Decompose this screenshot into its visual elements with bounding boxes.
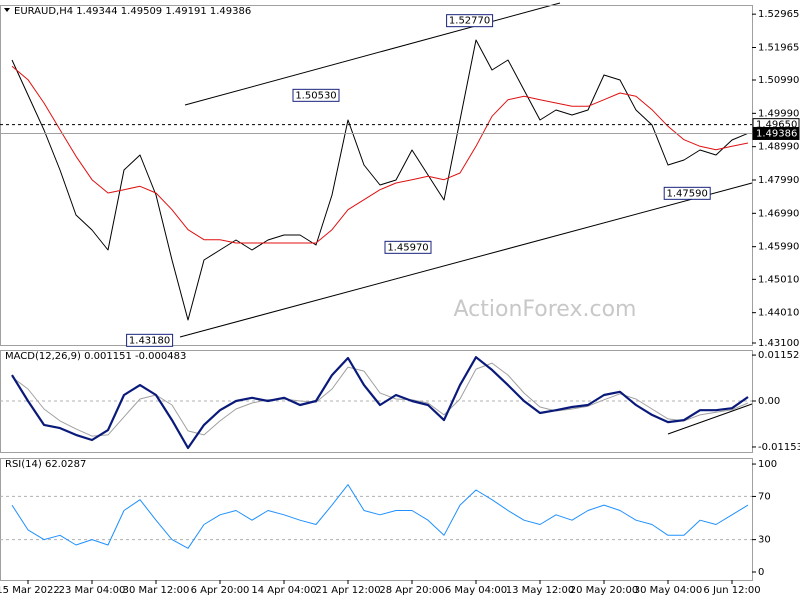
y-tick-label: 1.45990 <box>758 242 799 253</box>
price-tag <box>752 126 800 140</box>
annotation-label: 1.52770 <box>449 16 490 27</box>
annotation-box <box>126 333 174 347</box>
y-tick-label: 1.50990 <box>758 75 799 86</box>
y-tick-label: 1.44010 <box>758 308 799 319</box>
menu-arrow <box>4 8 10 12</box>
x-tick-label: 30 Mar 12:00 <box>123 585 190 596</box>
annotation-label: 1.45970 <box>387 242 428 253</box>
panel-title: EURAUD,H4 1.49344 1.49509 1.49191 1.4938… <box>14 6 251 17</box>
x-tick-label: 30 May 04:00 <box>634 585 703 596</box>
annotation-label: 1.50530 <box>295 90 336 101</box>
series-line <box>11 356 749 450</box>
panel-title: RSI(14) 62.0287 <box>5 459 86 470</box>
annotation-label: 1.43180 <box>129 335 170 346</box>
panel-frame <box>0 458 753 581</box>
x-tick-label: 21 Apr 12:00 <box>315 585 380 596</box>
y-tick-label: 1.45010 <box>758 274 799 285</box>
y-tick-label: 1.52965 <box>758 9 799 20</box>
panel-frame <box>0 5 753 346</box>
x-tick-label: 20 May 20:00 <box>570 585 639 596</box>
x-tick-label: 23 Mar 04:00 <box>59 585 126 596</box>
y-tick-label: 1.48990 <box>758 142 799 153</box>
x-tick-label: 14 Apr 04:00 <box>251 585 316 596</box>
channel-lower <box>179 182 753 338</box>
x-tick-label: 15 Mar 2022 <box>0 585 60 596</box>
annotation-box <box>446 14 494 28</box>
price-tag-label: 1.49650 <box>756 120 797 131</box>
series-line <box>11 39 749 321</box>
y-tick-label: 30 <box>758 535 771 546</box>
x-tick-label: 13 May 12:00 <box>506 585 575 596</box>
series-line <box>11 484 749 549</box>
x-tick-label: 6 Apr 20:00 <box>191 585 250 596</box>
y-tick-label: 0.00 <box>758 396 780 407</box>
annotation-box <box>292 88 340 102</box>
y-tick-label: 1.49990 <box>758 108 799 119</box>
y-tick-label: 1.47990 <box>758 175 799 186</box>
y-tick-label: 100 <box>758 459 777 470</box>
y-tick-label: 1.43100 <box>758 338 799 349</box>
channel-upper <box>184 2 561 106</box>
y-tick-label: 0 <box>758 567 764 578</box>
x-tick-label: 6 May 04:00 <box>445 585 507 596</box>
y-tick-label: 1.46990 <box>758 208 799 219</box>
series-line <box>11 65 749 244</box>
watermark: ActionForex.com <box>454 297 637 322</box>
annotation-box <box>663 186 711 200</box>
price-tag-label: 1.49386 <box>756 128 797 139</box>
x-tick-label: 6 Jun 12:00 <box>703 585 760 596</box>
macd-trendline <box>667 403 753 435</box>
y-tick-label: 70 <box>758 491 771 502</box>
x-tick-label: 28 Apr 20:00 <box>379 585 444 596</box>
annotation-box <box>384 240 432 254</box>
y-tick-label: 0.011524 <box>758 350 800 361</box>
y-tick-label: -0.011537 <box>758 442 800 453</box>
y-tick-label: 1.51965 <box>758 43 799 54</box>
panel-title: MACD(12,26,9) 0.001151 -0.000483 <box>5 351 186 362</box>
annotation-label: 1.47590 <box>667 188 708 199</box>
